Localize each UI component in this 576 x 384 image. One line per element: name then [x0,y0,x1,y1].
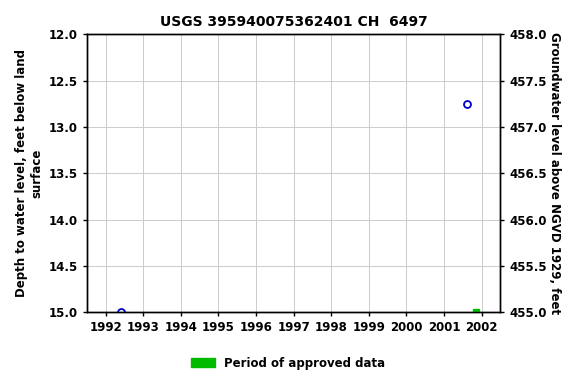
Y-axis label: Depth to water level, feet below land
surface: Depth to water level, feet below land su… [15,50,43,297]
Title: USGS 395940075362401 CH  6497: USGS 395940075362401 CH 6497 [160,15,427,29]
Legend: Period of approved data: Period of approved data [186,352,390,374]
Y-axis label: Groundwater level above NGVD 1929, feet: Groundwater level above NGVD 1929, feet [548,32,561,314]
